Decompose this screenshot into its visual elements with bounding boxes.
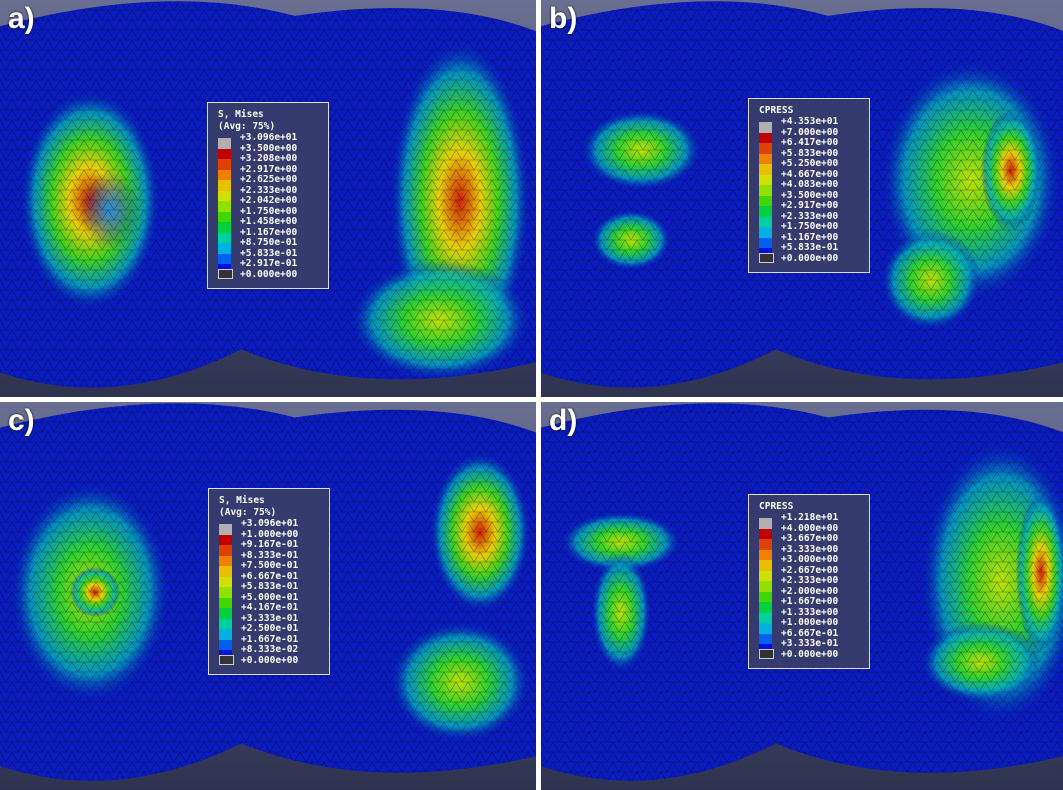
legend-value: +0.000e+00 (781, 253, 838, 264)
legend-row: +0.000e+00 (218, 270, 322, 281)
legend: S, Mises(Avg: 75%)+3.096e+01+3.500e+00+3… (207, 102, 329, 289)
swatch (218, 269, 233, 279)
legend-value: +5.000e-01 (241, 592, 298, 603)
legend-value: +3.667e+00 (781, 533, 838, 544)
legend-value: +4.083e+00 (781, 179, 838, 190)
legend-row: +0.000e+00 (759, 254, 863, 265)
legend-value: +7.500e-01 (241, 560, 298, 571)
legend-value: +4.353e+01 (781, 116, 838, 127)
legend-value: +2.625e+00 (240, 174, 297, 185)
panel-label: a) (8, 2, 35, 36)
legend-value: +1.750e+00 (240, 206, 297, 217)
legend-value: +2.667e+00 (781, 565, 838, 576)
legend-value: +1.167e+00 (240, 227, 297, 238)
legend-value: +2.333e+00 (240, 185, 297, 196)
legend-value: +0.000e+00 (781, 649, 838, 660)
legend-value: +8.333e-02 (241, 644, 298, 655)
legend-value: +4.000e+00 (781, 523, 838, 534)
legend-value: +2.000e+00 (781, 586, 838, 597)
panel-label: c) (8, 404, 35, 438)
legend-value: +1.218e+01 (781, 512, 838, 523)
legend-value: +2.333e+00 (781, 575, 838, 586)
legend-value: +3.333e+00 (781, 544, 838, 555)
legend-value: +1.000e+00 (241, 529, 298, 540)
panel: c) S, Mises(Avg: 75%)+3.096e+01+1.000e+00… (0, 402, 536, 790)
legend-value: +3.096e+01 (240, 132, 297, 143)
panel-label: b) (549, 2, 577, 36)
legend-value: +2.042e+00 (240, 195, 297, 206)
legend-value: +1.750e+00 (781, 221, 838, 232)
legend-value: +4.667e+00 (781, 169, 838, 180)
legend-value: +3.500e+00 (240, 143, 297, 154)
legend-value: +2.917e+00 (781, 200, 838, 211)
legend-value: +5.833e-01 (781, 242, 838, 253)
legend-value: +3.000e+00 (781, 554, 838, 565)
panel: b) CPRESS+4.353e+01+7.000e+00+6.417e+00+5… (541, 0, 1063, 397)
legend-value: +8.750e-01 (240, 237, 297, 248)
legend-value: +6.667e-01 (241, 571, 298, 582)
legend-value: +5.833e-01 (240, 248, 297, 259)
legend: CPRESS+1.218e+01+4.000e+00+3.667e+00+3.3… (748, 494, 870, 669)
legend-value: +2.333e+00 (781, 211, 838, 222)
legend-row: +0.000e+00 (759, 650, 863, 661)
legend-value: +1.458e+00 (240, 216, 297, 227)
legend-value: +1.167e+00 (781, 232, 838, 243)
legend-value: +5.250e+00 (781, 158, 838, 169)
legend-value: +3.500e+00 (781, 190, 838, 201)
legend: CPRESS+4.353e+01+7.000e+00+6.417e+00+5.8… (748, 98, 870, 273)
legend-value: +3.096e+01 (241, 518, 298, 529)
swatch (759, 253, 774, 263)
legend-value: +2.500e-01 (241, 623, 298, 634)
figure: a) S, Mises(Avg: 75%)+3.096e+01+3.500e+00… (0, 0, 1063, 790)
legend-title: S, Mises (218, 109, 322, 121)
legend-value: +2.917e-01 (240, 258, 297, 269)
legend-value: +7.000e+00 (781, 127, 838, 138)
legend-value: +0.000e+00 (241, 655, 298, 666)
legend-value: +9.167e-01 (241, 539, 298, 550)
legend-value: +6.417e+00 (781, 137, 838, 148)
legend-value: +6.667e-01 (781, 628, 838, 639)
legend-value: +1.333e+00 (781, 607, 838, 618)
legend-value: +8.333e-01 (241, 550, 298, 561)
legend-value: +3.333e-01 (241, 613, 298, 624)
legend-value: +4.167e-01 (241, 602, 298, 613)
panel: a) S, Mises(Avg: 75%)+3.096e+01+3.500e+00… (0, 0, 536, 397)
legend-row: +0.000e+00 (219, 656, 323, 667)
legend-value: +5.833e+00 (781, 148, 838, 159)
panel-label: d) (549, 404, 577, 438)
panel: d) CPRESS+1.218e+01+4.000e+00+3.667e+00+3… (541, 402, 1063, 790)
legend-value: +1.000e+00 (781, 617, 838, 628)
legend: S, Mises(Avg: 75%)+3.096e+01+1.000e+00+9… (208, 488, 330, 675)
legend-value: +1.667e-01 (241, 634, 298, 645)
legend-value: +5.833e-01 (241, 581, 298, 592)
swatch (219, 655, 234, 665)
swatch (759, 649, 774, 659)
legend-value: +1.667e+00 (781, 596, 838, 607)
legend-value: +3.333e-01 (781, 638, 838, 649)
legend-value: +2.917e+00 (240, 164, 297, 175)
legend-value: +0.000e+00 (240, 269, 297, 280)
legend-title: S, Mises (219, 495, 323, 507)
legend-value: +3.208e+00 (240, 153, 297, 164)
